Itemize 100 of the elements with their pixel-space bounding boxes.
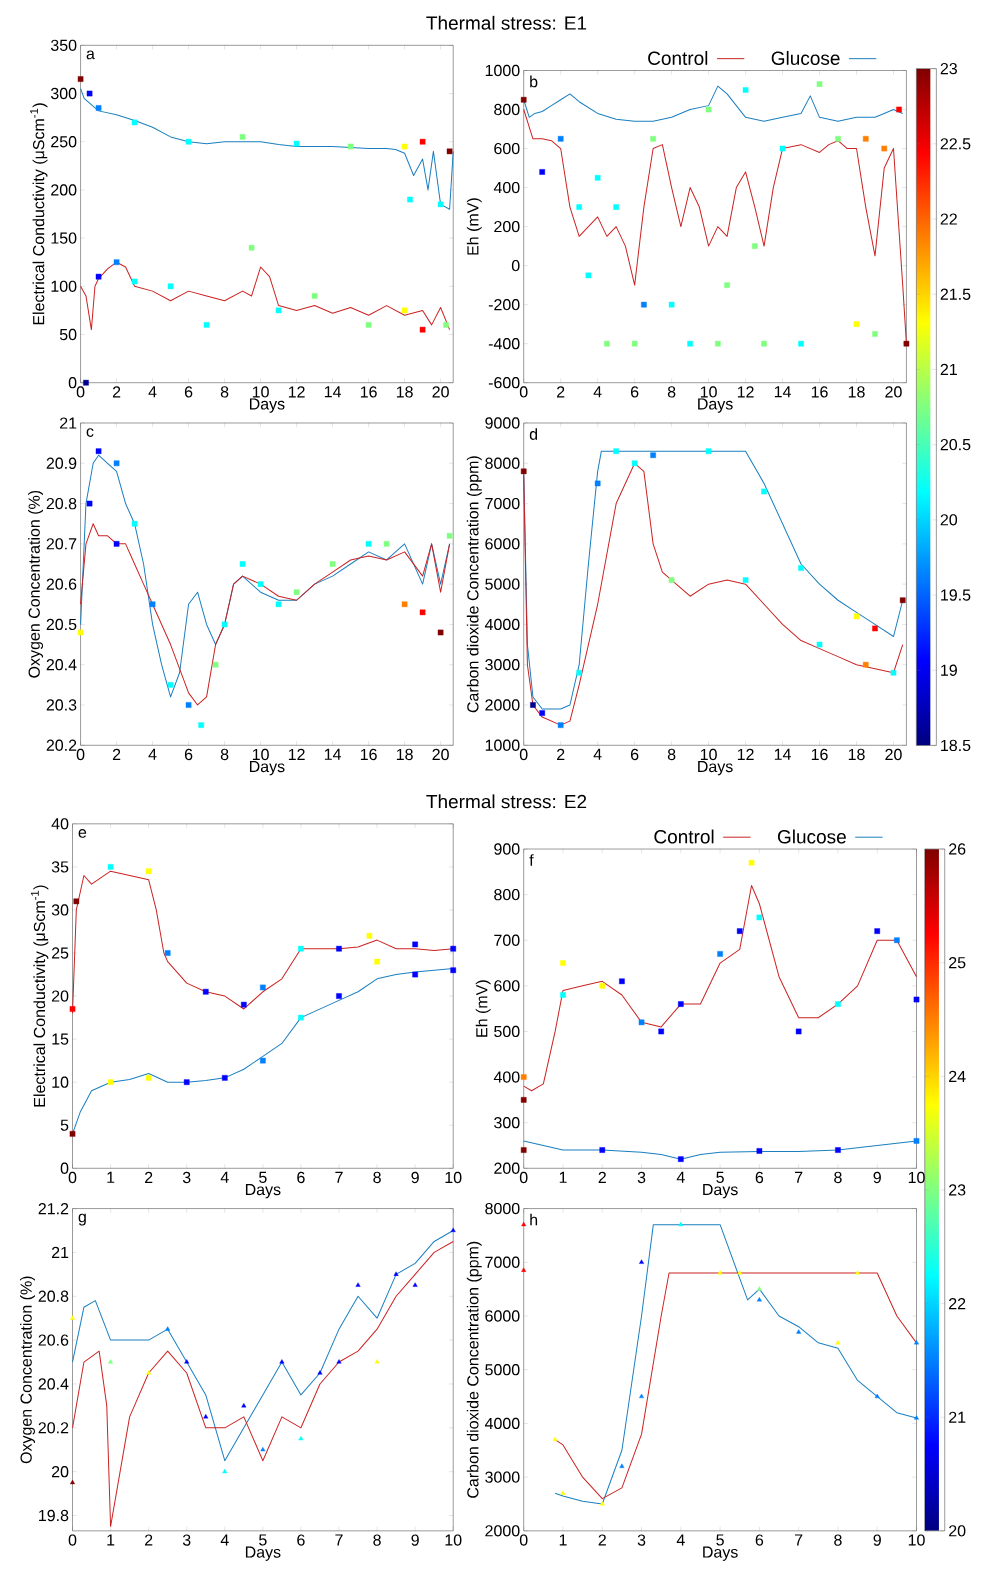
point <box>131 119 138 126</box>
point <box>560 960 566 966</box>
y-tick-label: 800 <box>494 888 520 901</box>
point <box>715 340 721 347</box>
point <box>257 581 264 587</box>
point <box>641 301 647 308</box>
y-tick-label: 150 <box>51 232 77 244</box>
color-bar-label: 25 <box>949 957 966 969</box>
y-tick-label: 20.8 <box>46 497 77 510</box>
x-tick-label: 16 <box>360 748 377 761</box>
point <box>594 175 601 181</box>
x-tick-label: 6 <box>297 1534 305 1546</box>
x-tick-label: 8 <box>667 386 676 398</box>
point <box>77 76 84 82</box>
y-tick-label: 6000 <box>485 1310 520 1322</box>
y-tick-label: 700 <box>494 934 520 946</box>
point <box>631 460 638 467</box>
color-bar-label: 23 <box>940 62 957 75</box>
point <box>874 1393 880 1399</box>
point <box>619 1463 625 1468</box>
x-tick-label: 20 <box>885 386 902 398</box>
point <box>913 996 920 1003</box>
point <box>560 1490 566 1495</box>
point <box>260 1057 266 1064</box>
point <box>872 625 878 632</box>
y-tick-label: 4000 <box>484 618 520 631</box>
point <box>913 1138 920 1144</box>
y-axis-title: Electrical Conductivity (μScm$^{-1}$) <box>30 103 48 325</box>
y-tick-label: 5 <box>60 1119 69 1131</box>
x-tick-label: 8 <box>834 1171 842 1184</box>
point <box>221 1075 228 1081</box>
y-tick-label: 300 <box>50 87 77 100</box>
x-axis-title: Days <box>698 398 733 413</box>
point <box>450 967 457 974</box>
color-bar-label: 26 <box>949 843 966 855</box>
y-tick-label: 6000 <box>485 538 520 550</box>
y-tick-label: 20.5 <box>46 618 77 631</box>
annotation: b <box>530 75 538 88</box>
annotation: h <box>530 1213 538 1226</box>
x-tick-label: 3 <box>637 1171 646 1184</box>
x-tick-label: 6 <box>755 1534 764 1546</box>
x-tick-label: 5 <box>716 1534 724 1546</box>
x-tick-label: 5 <box>259 1171 267 1183</box>
point <box>530 702 536 708</box>
point <box>239 561 246 567</box>
y-tick-label: 7000 <box>485 497 520 510</box>
x-tick-label: 0 <box>519 748 528 761</box>
point <box>742 577 749 583</box>
point <box>756 1297 762 1302</box>
legend-label: Control <box>654 829 714 844</box>
point <box>899 597 906 604</box>
x-tick-label: 4 <box>676 1534 685 1546</box>
y-tick-label: 19.8 <box>39 1509 69 1522</box>
point <box>412 971 418 978</box>
point <box>298 1014 304 1021</box>
x-tick-label: 2 <box>557 386 565 398</box>
point <box>86 500 93 507</box>
point <box>779 145 786 152</box>
point <box>650 135 656 142</box>
y-tick-label: 1000 <box>485 64 520 77</box>
point <box>260 984 266 991</box>
color-bar-label: 20 <box>940 514 958 526</box>
y-tick-label: 21 <box>51 1246 69 1258</box>
point <box>365 322 372 328</box>
y-tick-label: 0 <box>60 1162 69 1174</box>
y-tick-label: 2000 <box>485 699 520 711</box>
y-tick-label: 600 <box>494 142 520 155</box>
color-bar-label: 20.5 <box>940 438 971 451</box>
point <box>853 321 860 327</box>
y-tick-label: 21.2 <box>38 1202 69 1215</box>
point <box>761 340 767 347</box>
color-bar-label: 21.5 <box>940 288 971 300</box>
point <box>419 609 426 616</box>
point <box>576 204 582 210</box>
point <box>95 105 102 111</box>
point <box>113 541 120 547</box>
point <box>419 138 426 145</box>
point <box>336 1359 342 1364</box>
point <box>658 1028 664 1035</box>
point <box>446 148 453 155</box>
x-tick-label: 2 <box>112 386 121 398</box>
point <box>705 448 712 454</box>
point <box>619 978 625 985</box>
color-bar-label: 20 <box>949 1525 966 1537</box>
annotation: f <box>529 854 534 866</box>
x-tick-label: 4 <box>676 1171 685 1183</box>
y-tick-label: 800 <box>494 103 520 116</box>
x-axis-title: Days <box>698 761 733 776</box>
y-tick-label: 500 <box>494 1025 520 1038</box>
point <box>724 282 730 288</box>
color-bar-label: 23 <box>949 1184 966 1196</box>
x-tick-label: 20 <box>885 748 902 761</box>
point <box>737 1270 743 1275</box>
point <box>678 1001 684 1007</box>
point <box>639 1393 644 1399</box>
x-tick-label: 2 <box>145 1171 153 1183</box>
x-axis-title: Days <box>245 1184 281 1199</box>
point <box>638 1019 645 1026</box>
point <box>393 1271 399 1276</box>
y-tick-label: 25 <box>51 947 69 959</box>
